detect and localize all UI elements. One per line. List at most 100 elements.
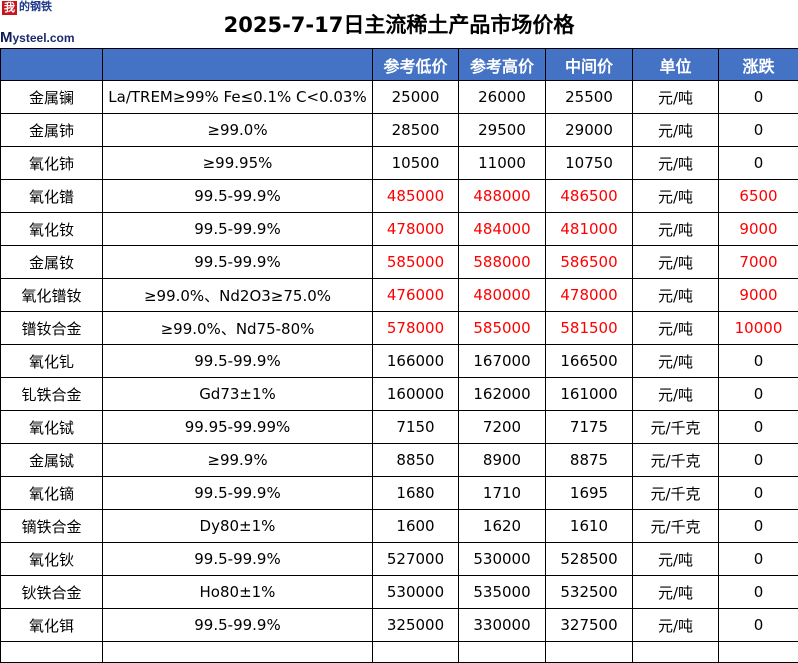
price-change: 9000 <box>719 213 798 246</box>
low-price: 8850 <box>373 444 459 477</box>
mid-price: 486500 <box>546 180 633 213</box>
price-change: 0 <box>719 345 798 378</box>
price-change: 0 <box>719 609 798 642</box>
header-unit: 单位 <box>633 49 719 81</box>
product-spec: 99.95-99.99% <box>103 411 373 444</box>
logo-brand-rest: ysteel.com <box>13 31 75 45</box>
low-price: 166000 <box>373 345 459 378</box>
product-name: 氧化镝 <box>1 477 103 510</box>
unit: 元/千克 <box>633 510 719 543</box>
product-spec: ≥99.95% <box>103 147 373 180</box>
high-price: 535000 <box>459 576 546 609</box>
empty-cell <box>459 642 546 663</box>
product-name: 钬铁合金 <box>1 576 103 609</box>
high-price: 162000 <box>459 378 546 411</box>
logo-brand-m: M <box>0 29 13 46</box>
mid-price: 166500 <box>546 345 633 378</box>
unit: 元/吨 <box>633 378 719 411</box>
unit: 元/吨 <box>633 312 719 345</box>
header-mid-price: 中间价 <box>546 49 633 81</box>
mid-price: 528500 <box>546 543 633 576</box>
low-price: 485000 <box>373 180 459 213</box>
product-spec: 99.5-99.9% <box>103 345 373 378</box>
product-spec: La/TREM≥99% Fe≤0.1% C<0.03% <box>103 81 373 114</box>
product-spec: Ho80±1% <box>103 576 373 609</box>
product-spec: ≥99.0% <box>103 114 373 147</box>
price-change: 7000 <box>719 246 798 279</box>
high-price: 29500 <box>459 114 546 147</box>
unit: 元/千克 <box>633 444 719 477</box>
header-change: 涨跌 <box>719 49 798 81</box>
logo-brand: Mysteel.com <box>0 29 75 46</box>
product-name: 金属铽 <box>1 444 103 477</box>
price-change: 0 <box>719 576 798 609</box>
product-name: 金属镧 <box>1 81 103 114</box>
mysteel-logo: 我 的钢铁 Mysteel.com <box>0 0 80 48</box>
empty-cell <box>719 642 798 663</box>
header-high-price: 参考高价 <box>459 49 546 81</box>
low-price: 478000 <box>373 213 459 246</box>
unit: 元/吨 <box>633 279 719 312</box>
mid-price: 25500 <box>546 81 633 114</box>
mid-price: 29000 <box>546 114 633 147</box>
empty-cell <box>103 642 373 663</box>
price-change: 0 <box>719 114 798 147</box>
unit: 元/吨 <box>633 246 719 279</box>
product-spec: Gd73±1% <box>103 378 373 411</box>
empty-cell <box>1 642 103 663</box>
low-price: 7150 <box>373 411 459 444</box>
product-name: 镝铁合金 <box>1 510 103 543</box>
mid-price: 10750 <box>546 147 633 180</box>
unit: 元/吨 <box>633 180 719 213</box>
product-spec: 99.5-99.9% <box>103 180 373 213</box>
unit: 元/吨 <box>633 81 719 114</box>
price-change: 0 <box>719 444 798 477</box>
unit: 元/吨 <box>633 609 719 642</box>
product-name: 金属钕 <box>1 246 103 279</box>
empty-cell <box>633 642 719 663</box>
logo-box-char: 我 <box>2 1 17 15</box>
price-change: 0 <box>719 411 798 444</box>
product-spec: 99.5-99.9% <box>103 246 373 279</box>
high-price: 480000 <box>459 279 546 312</box>
header-low-price: 参考低价 <box>373 49 459 81</box>
product-name: 氧化镨钕 <box>1 279 103 312</box>
low-price: 585000 <box>373 246 459 279</box>
mid-price: 581500 <box>546 312 633 345</box>
table-header-row: 参考低价 参考高价 中间价 单位 涨跌 <box>1 49 798 81</box>
product-name: 镨钕合金 <box>1 312 103 345</box>
product-name: 金属铈 <box>1 114 103 147</box>
mid-price: 1695 <box>546 477 633 510</box>
product-spec: 99.5-99.9% <box>103 477 373 510</box>
mid-price: 478000 <box>546 279 633 312</box>
low-price: 325000 <box>373 609 459 642</box>
low-price: 578000 <box>373 312 459 345</box>
product-name: 氧化铒 <box>1 609 103 642</box>
high-price: 167000 <box>459 345 546 378</box>
low-price: 10500 <box>373 147 459 180</box>
product-spec: ≥99.0%、Nd75-80% <box>103 312 373 345</box>
unit: 元/吨 <box>633 114 719 147</box>
empty-cell <box>373 642 459 663</box>
price-change: 9000 <box>719 279 798 312</box>
high-price: 588000 <box>459 246 546 279</box>
unit: 元/吨 <box>633 576 719 609</box>
mid-price: 586500 <box>546 246 633 279</box>
high-price: 7200 <box>459 411 546 444</box>
high-price: 1620 <box>459 510 546 543</box>
product-spec: ≥99.9% <box>103 444 373 477</box>
header-spec <box>103 49 373 81</box>
